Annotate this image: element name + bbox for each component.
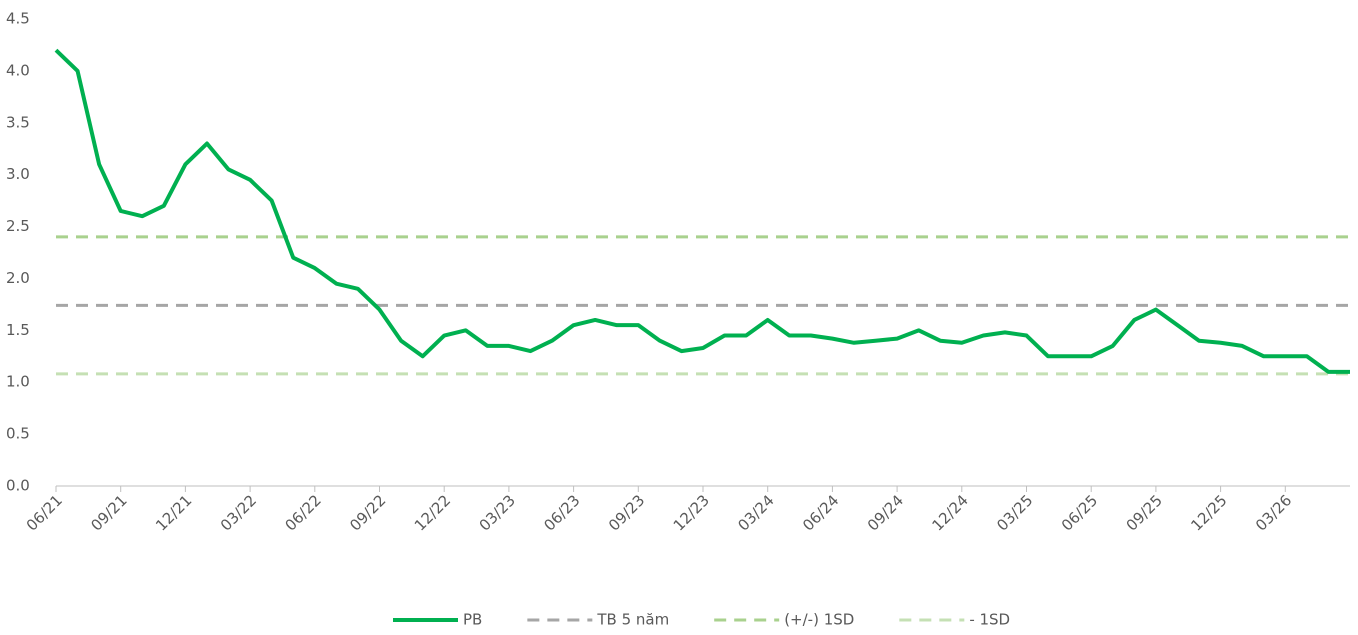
legend-label: TB 5 năm (596, 611, 669, 629)
y-tick-label: 0.0 (6, 477, 30, 495)
legend: PB TB 5 năm (+/-) 1SD - 1SD (393, 611, 1010, 629)
y-tick-label: 1.0 (6, 373, 30, 391)
x-tick-label: 03/26 (1252, 491, 1295, 534)
y-tick-label: 4.0 (6, 61, 30, 79)
y-tick-label: 1.5 (6, 321, 30, 339)
x-tick-label: 09/24 (864, 491, 907, 534)
x-tick-label: 06/25 (1058, 491, 1101, 534)
x-tick-label: 09/21 (87, 491, 130, 534)
legend-label: - 1SD (969, 611, 1010, 629)
x-tick-label: 09/25 (1123, 491, 1166, 534)
x-tick-label: 06/22 (282, 491, 325, 534)
x-tick-label: 03/24 (734, 491, 777, 534)
x-tick-label: 03/25 (993, 491, 1036, 534)
y-tick-label: 2.0 (6, 269, 30, 287)
x-tick-label: 12/23 (670, 491, 713, 534)
x-tick-label: 06/23 (540, 491, 583, 534)
y-tick-label: 0.5 (6, 425, 30, 443)
x-tick-label: 09/23 (605, 491, 648, 534)
y-tick-label: 2.5 (6, 217, 30, 235)
x-tick-label: 06/24 (799, 491, 842, 534)
x-tick-label: 12/25 (1187, 491, 1230, 534)
y-tick-label: 3.5 (6, 113, 30, 131)
x-tick-label: 03/23 (476, 491, 519, 534)
legend-label: (+/-) 1SD (784, 611, 854, 629)
pb-line (54, 48, 1350, 374)
x-tick-label: 06/21 (23, 491, 66, 534)
y-tick-label: 4.5 (6, 10, 30, 28)
x-tick-label: 12/22 (411, 491, 454, 534)
x-tick-label: 12/24 (929, 491, 972, 534)
legend-label: PB (463, 611, 482, 629)
y-tick-label: 3.0 (6, 165, 30, 183)
x-tick-label: 12/21 (152, 491, 195, 534)
x-tick-label: 03/22 (217, 491, 260, 534)
x-tick-label: 09/22 (346, 491, 389, 534)
